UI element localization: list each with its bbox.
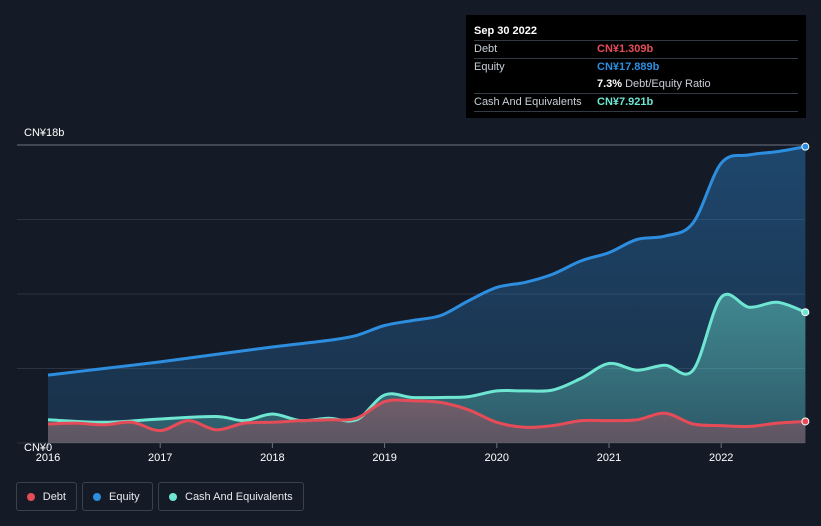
legend-cash-label: Cash And Equivalents [185, 490, 293, 503]
tooltip-panel: Sep 30 2022 Debt CN¥1.309b Equity CN¥17.… [466, 15, 806, 118]
debt-area [48, 400, 806, 443]
tooltip-ratio-spacer [474, 76, 597, 93]
tooltip-cash-value: CN¥7.921b [597, 96, 654, 108]
x-tick-label-2020: 2020 [485, 452, 509, 464]
y-tick-label-1: CN¥18b [24, 127, 64, 139]
series-areas [48, 146, 806, 443]
tooltip-row-cash: Cash And Equivalents CN¥7.921b [474, 93, 798, 112]
equity-line [47, 145, 806, 377]
legend-equity-label: Equity [109, 490, 140, 503]
cash-area [48, 294, 806, 443]
x-tick-label-2018: 2018 [260, 452, 284, 464]
legend-debt-label: Debt [42, 490, 66, 503]
tooltip-ratio-label: Debt/Equity Ratio [625, 78, 711, 90]
legend-item-debt[interactable]: Debt [16, 482, 77, 511]
cash-end-point [801, 308, 810, 317]
equity-dot-icon [93, 492, 101, 501]
tooltip-equity-label: Equity [474, 61, 505, 73]
tooltip-ratio-value: 7.3% [597, 78, 623, 90]
series-end-points [801, 142, 810, 426]
cash-dot-icon [169, 492, 177, 501]
tooltip-debt-value: CN¥1.309b [597, 43, 654, 55]
x-tick-label-2016: 2016 [36, 452, 60, 464]
tooltip-row-equity: Equity CN¥17.889b [474, 58, 798, 76]
equity-end-point [801, 142, 810, 151]
y-tick-label-0: CN¥0 [24, 442, 52, 454]
series-lines [47, 145, 806, 433]
legend-item-equity[interactable]: Equity [82, 482, 153, 511]
tooltip-date: Sep 30 2022 [474, 25, 537, 37]
tooltip-row-debt: Debt CN¥1.309b [474, 40, 798, 58]
x-tick-label-2021: 2021 [597, 452, 621, 464]
tooltip-equity-value: CN¥17.889b [597, 61, 660, 73]
x-tick-label-2019: 2019 [372, 452, 396, 464]
debt-dot-icon [27, 492, 35, 501]
x-tick-label-2017: 2017 [148, 452, 172, 464]
legend-item-cash[interactable]: Cash And Equivalents [158, 482, 304, 511]
tooltip-row-ratio: 7.3% Debt/Equity Ratio [474, 76, 798, 93]
y-axis-ticks: CN¥0 CN¥18b [24, 127, 64, 454]
tooltip-cash-label: Cash And Equivalents [474, 96, 582, 108]
debt-line [47, 398, 806, 433]
x-tick-label-2022: 2022 [709, 452, 733, 464]
debt-end-point [801, 417, 810, 426]
x-axis-ticks: 2016 2017 2018 2019 2020 2021 2022 [36, 443, 733, 464]
tooltip-debt-label: Debt [474, 43, 498, 55]
cash-line [47, 292, 806, 424]
